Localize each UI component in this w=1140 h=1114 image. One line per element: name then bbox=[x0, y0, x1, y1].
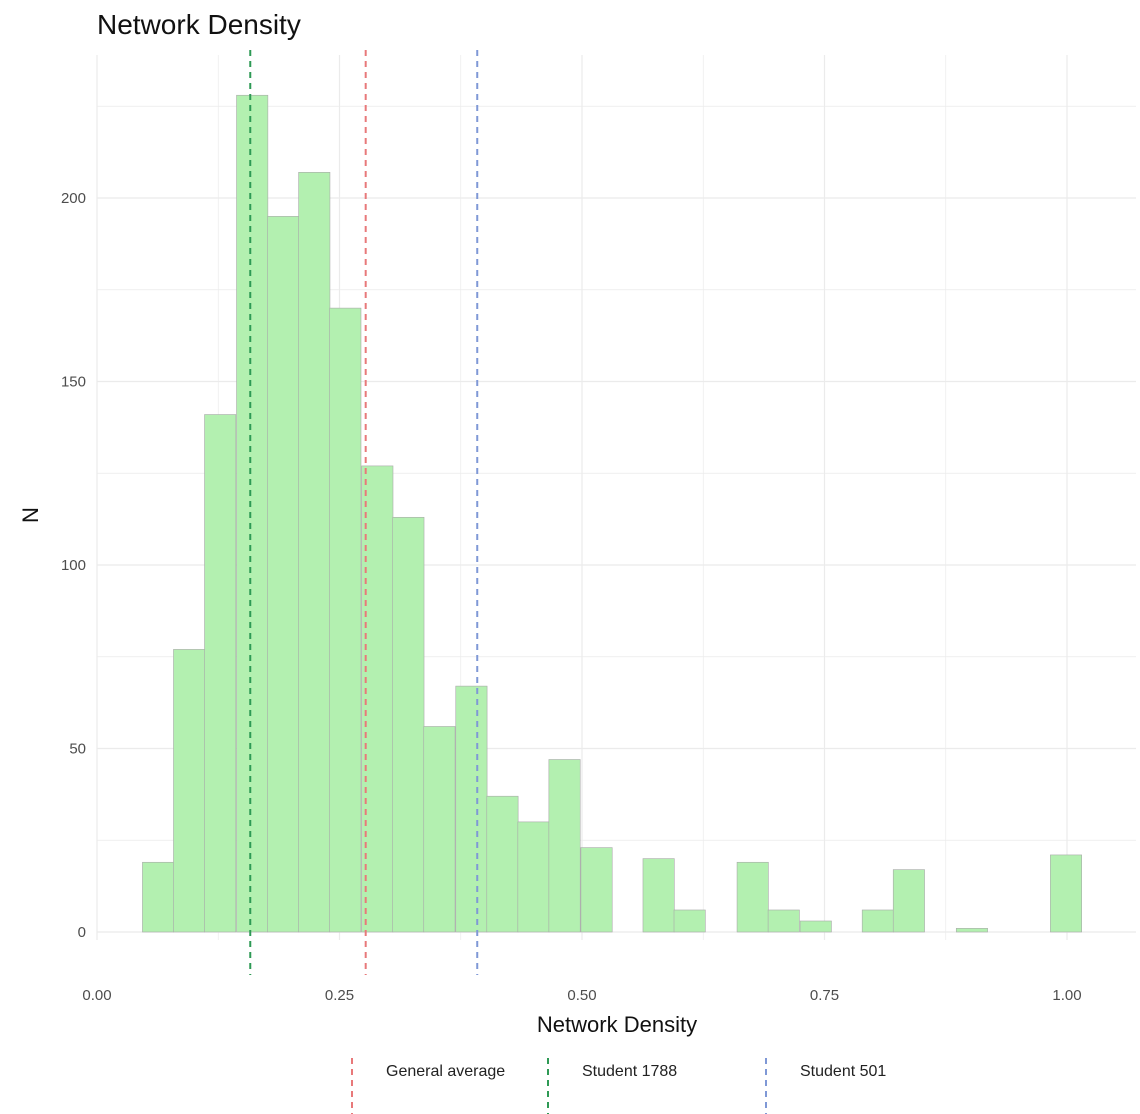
histogram-bar bbox=[517, 821, 550, 933]
histogram-bar bbox=[329, 307, 362, 933]
histogram-bar bbox=[955, 928, 988, 933]
histogram-bar bbox=[548, 759, 581, 933]
histogram-bar bbox=[236, 94, 269, 933]
histogram-bar bbox=[580, 847, 613, 933]
histogram-bar bbox=[455, 685, 488, 933]
x-tick-label: 0.75 bbox=[810, 987, 839, 1004]
x-tick-label: 0.00 bbox=[82, 987, 111, 1004]
x-tick-label: 0.25 bbox=[325, 987, 354, 1004]
histogram-bar bbox=[173, 649, 206, 933]
y-axis-label: N bbox=[18, 507, 43, 523]
legend-label: Student 1788 bbox=[582, 1063, 677, 1080]
histogram-bars bbox=[142, 94, 1082, 933]
legend-label: General average bbox=[386, 1063, 505, 1080]
y-tick-label: 200 bbox=[61, 190, 86, 207]
reference-lines bbox=[249, 50, 479, 975]
x-axis-label: Network Density bbox=[537, 1012, 697, 1037]
histogram-bar bbox=[892, 869, 925, 933]
x-tick-label: 0.50 bbox=[567, 987, 596, 1004]
chart-title: Network Density bbox=[97, 9, 301, 40]
x-tick-label: 1.00 bbox=[1052, 987, 1081, 1004]
y-tick-label: 150 bbox=[61, 374, 86, 391]
histogram-bar bbox=[767, 909, 800, 933]
histogram-bar bbox=[1050, 854, 1082, 933]
histogram-bar bbox=[736, 861, 769, 933]
histogram-bar bbox=[799, 920, 832, 933]
histogram-bar bbox=[204, 414, 237, 933]
histogram-bar bbox=[298, 172, 331, 933]
y-tick-label: 100 bbox=[61, 557, 86, 574]
histogram-bar bbox=[267, 216, 300, 933]
legend: General average Student 1788 Student 501 bbox=[351, 1058, 886, 1114]
histogram-bar bbox=[392, 516, 425, 933]
y-tick-label: 50 bbox=[69, 741, 86, 758]
legend-label: Student 501 bbox=[800, 1063, 886, 1080]
histogram-bar bbox=[142, 861, 175, 933]
histogram-bar bbox=[486, 795, 519, 933]
histogram-bar bbox=[423, 726, 456, 933]
histogram-bar bbox=[361, 465, 394, 933]
x-axis-ticks: 0.00 0.25 0.50 0.75 1.00 bbox=[82, 987, 1081, 1004]
histogram-bar bbox=[642, 858, 675, 933]
histogram-bar bbox=[673, 909, 706, 933]
y-tick-label: 0 bbox=[78, 924, 86, 941]
y-axis-ticks: 0 50 100 150 200 bbox=[61, 190, 86, 941]
histogram-bar bbox=[861, 909, 894, 933]
